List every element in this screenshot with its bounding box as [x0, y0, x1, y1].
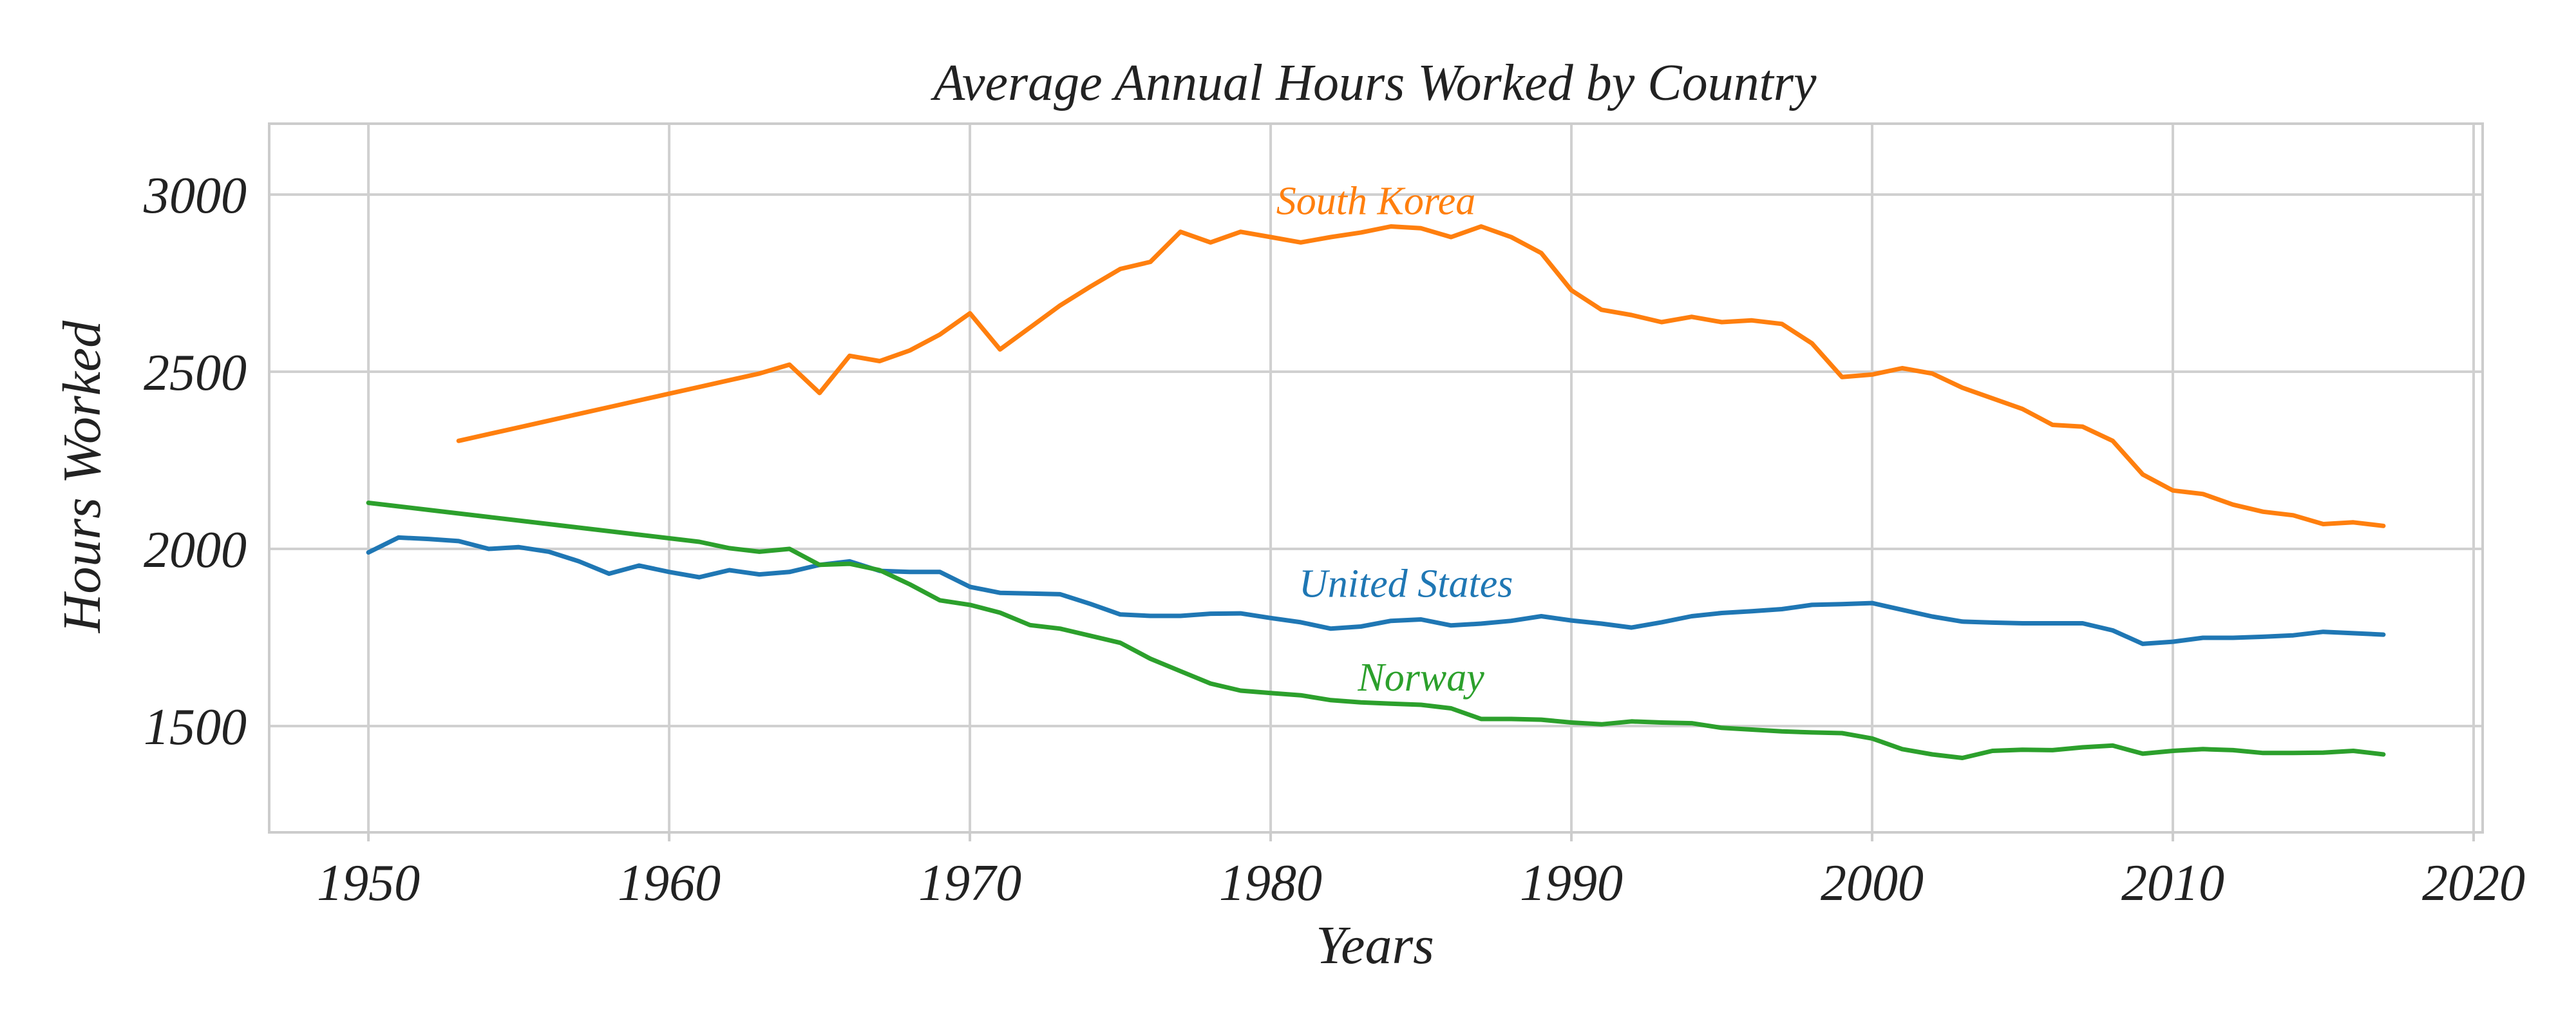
y-tick-label: 2500: [144, 345, 247, 401]
series-labels: South Korea United States Norway: [1276, 179, 1513, 700]
series-line-norway: [366, 501, 2386, 760]
x-tick-label: 1960: [618, 855, 721, 912]
y-tick-label: 1500: [144, 699, 247, 756]
x-tick-label: 2010: [2121, 855, 2224, 912]
x-axis-title: Years: [1316, 915, 1434, 975]
axis-ticks: 1950 1960 1970 1980 1990 2000 2010 2020 1500 2000…: [143, 168, 2525, 912]
y-tick-label: 3000: [143, 168, 247, 224]
y-tick-label: 2000: [144, 522, 247, 579]
series-line-united-states: [366, 535, 2386, 646]
series-label-south-korea: South Korea: [1276, 179, 1475, 223]
series-label-norway: Norway: [1357, 656, 1484, 700]
series-line-south-korea: [456, 224, 2386, 528]
x-tick-label: 1990: [1520, 855, 1623, 912]
chart-title: Average Annual Hours Worked by Country: [931, 55, 1817, 111]
x-tick-label: 2020: [2422, 855, 2525, 912]
x-tick-label: 1980: [1219, 855, 1322, 912]
plot-frame: [268, 122, 2484, 834]
series-label-united-states: United States: [1299, 562, 1513, 606]
y-axis-title: Hours Worked: [52, 320, 112, 634]
grid: [269, 124, 2483, 832]
x-tick-label: 1970: [918, 855, 1021, 912]
series-lines: [366, 224, 2386, 760]
x-tick-label: 1950: [317, 855, 420, 912]
x-tick-label: 2000: [1821, 855, 1924, 912]
